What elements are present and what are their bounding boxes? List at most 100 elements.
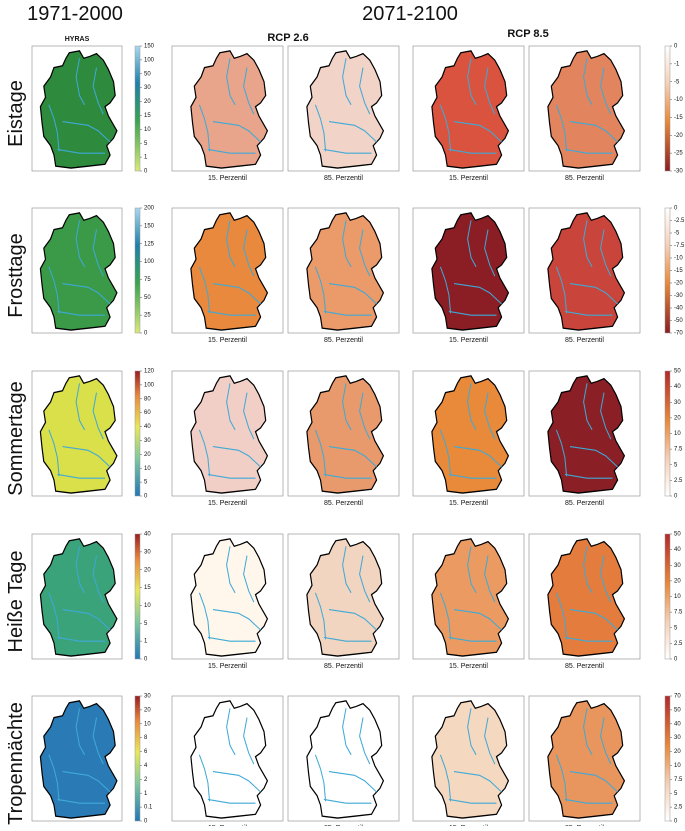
colorbar-label: 0 [674,819,678,825]
colorbar-label: 50 [674,369,681,375]
colorbar-label: 50 [144,71,151,77]
map-caption: 15. Perzentil [208,337,247,344]
colorbar-label: 7.5 [674,447,683,453]
colorbar-label: 2.5 [674,641,683,647]
colorbar-label: 120 [144,369,155,375]
colorbar-label: 25 [144,313,151,319]
scenario-label: RCP 8.5 [507,28,548,40]
colorbar-label: 10 [144,466,151,472]
period-title: 2071-2100 [362,3,458,25]
colorbar-label: 10 [674,594,681,600]
colorbar-label: 20 [144,99,151,105]
colorbar-label: 10 [144,603,151,609]
colorbar [134,45,141,172]
colorbar-label: -2.5 [674,218,685,224]
colorbar-label: -10 [674,256,683,262]
colorbar-label: 1 [144,639,148,645]
colorbar-label: 20 [674,578,681,584]
colorbar-label: 20 [674,749,681,755]
colorbar-label: 7.5 [674,610,683,616]
colorbar-label: 0.1 [144,805,153,811]
colorbar-label: -30 [674,169,683,175]
colorbar-label: -15 [674,268,683,274]
colorbar-label: 5 [144,141,148,147]
row-label: Frosttage [5,233,27,317]
colorbar-label: 5 [144,621,148,627]
colorbar-label: -5 [674,231,680,237]
colorbar-label: 0 [144,169,148,175]
colorbar-label: -70 [674,331,683,337]
colorbar-label: 5 [674,462,678,468]
colorbar-label: 4 [144,763,148,769]
colorbar-label: -30 [674,293,683,299]
colorbar [134,695,141,822]
colorbar-label: 30 [674,735,681,741]
map-caption: 85. Perzentil [565,175,604,182]
map-caption: 85. Perzentil [324,500,363,507]
map-caption: 15. Perzentil [208,175,247,182]
colorbar-label: 5 [144,480,148,486]
colorbar-label: 30 [674,563,681,569]
colorbar-label: 10 [674,431,681,437]
map-caption: 15. Perzentil [449,500,488,507]
colorbar-label: 7.5 [674,777,683,783]
colorbar [664,207,671,334]
map-caption: 85. Perzentil [565,663,604,670]
colorbar-label: 1 [144,155,148,161]
colorbar-label: 30 [144,438,151,444]
map-caption: 15. Perzentil [449,337,488,344]
colorbar-label: 2.5 [674,478,683,484]
map-caption: 15. Perzentil [449,175,488,182]
colorbar-label: 100 [144,57,155,63]
map-caption: 15. Perzentil [208,663,247,670]
colorbar [134,370,141,497]
colorbar-label: 8 [144,735,148,741]
colorbar-label: -7.5 [674,243,685,249]
colorbar-label: -5 [674,79,680,85]
colorbar-label: 150 [144,44,155,50]
map-caption: 15. Perzentil [449,663,488,670]
colorbar [664,370,671,497]
colorbar-label: 75 [144,277,151,283]
colorbar-label: -40 [674,306,683,312]
colorbar-label: 40 [674,384,681,390]
colorbar-label: 20 [144,452,151,458]
colorbar-label: 5 [674,625,678,631]
colorbar-label: 10 [674,763,681,769]
row-label: Sommertage [5,381,27,496]
map-caption: 15. Perzentil [208,500,247,507]
colorbar-label: 40 [144,532,151,538]
colorbar-label: -10 [674,97,683,103]
colorbar-label: 0 [674,657,678,663]
colorbar-label: 40 [674,547,681,553]
dataset-label: HYRAS [65,36,90,43]
colorbar-label: 0 [674,44,678,50]
colorbar-label: -25 [674,151,683,157]
row-label: Tropennächte [5,702,27,825]
map-caption: 85. Perzentil [324,663,363,670]
colorbar [134,533,141,660]
colorbar [664,533,671,660]
colorbar-label: 1 [144,791,148,797]
colorbar-label: 30 [144,85,151,91]
map-caption: 85. Perzentil [324,337,363,344]
colorbar-label: 30 [144,694,151,700]
row-label: Eistage [5,80,27,147]
colorbar-label: 20 [144,707,151,713]
colorbar-label: 0 [144,494,148,500]
colorbar-label: 40 [674,721,681,727]
colorbar-label: 100 [144,259,155,265]
colorbar-label: 200 [144,206,155,212]
colorbar-label: 6 [144,749,148,755]
colorbar-label: -20 [674,281,683,287]
scenario-label: RCP 2.6 [267,32,308,44]
colorbar-label: 50 [144,295,151,301]
colorbar-label: 40 [144,424,151,430]
colorbar-label: 20 [144,567,151,573]
colorbar-label: 30 [674,400,681,406]
row-label: Heiße Tage [5,551,27,653]
colorbar-label: 20 [674,415,681,421]
colorbar-label: 60 [144,410,151,416]
colorbar-label: 150 [144,223,155,229]
